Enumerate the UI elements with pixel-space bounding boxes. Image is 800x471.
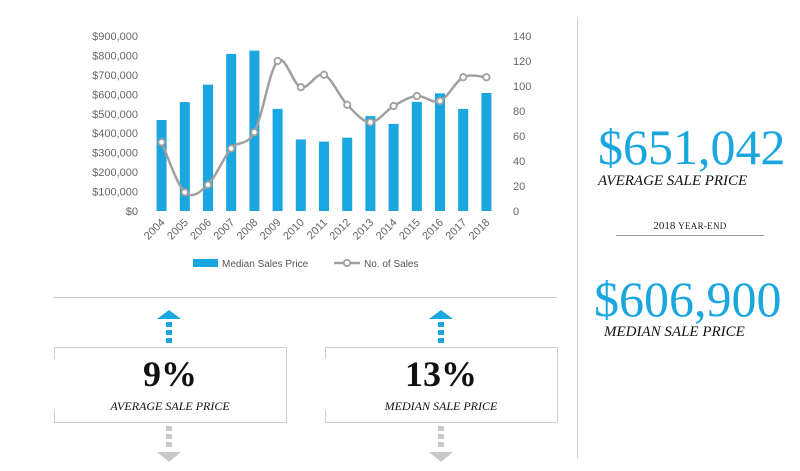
x-axis: 2004200520062007200820092010201120122013… <box>142 217 493 243</box>
x-tick-label: 2013 <box>351 217 377 243</box>
bar <box>203 84 213 211</box>
arrow-up-icon <box>429 310 453 343</box>
x-tick-label: 2007 <box>212 217 238 243</box>
y-left-tick-label: $900,000 <box>92 31 138 43</box>
line-point <box>482 73 491 82</box>
x-tick-label: 2009 <box>258 217 284 243</box>
bar <box>435 93 445 211</box>
line-point <box>435 96 445 106</box>
line-point <box>412 91 421 101</box>
y-left-tick-label: $700,000 <box>92 70 138 82</box>
line-point <box>296 83 305 92</box>
y-right-tick-label: 0 <box>513 206 519 218</box>
legend: Median Sales Price No. of Sales <box>193 258 418 270</box>
sales-chart: $0 $100,000 $200,000 $300,000 $400,000 $500,0… <box>92 31 531 270</box>
x-tick-label: 2012 <box>328 217 354 243</box>
y-left-tick-label: $500,000 <box>92 109 138 121</box>
y-left-tick-label: $200,000 <box>92 167 138 179</box>
x-tick-label: 2018 <box>467 217 493 243</box>
bar <box>481 92 492 211</box>
median-change-card: 13% MEDIAN SALE PRICE <box>325 347 558 423</box>
line-point <box>366 118 375 127</box>
bar <box>295 139 306 211</box>
x-tick-label: 2008 <box>235 217 261 243</box>
average-change-card: 9% AVERAGE SALE PRICE <box>54 347 287 423</box>
line-point <box>389 101 398 111</box>
line-point <box>157 138 166 147</box>
bar <box>388 123 399 211</box>
y-right-tick-label: 80 <box>513 106 525 118</box>
bar <box>342 137 353 211</box>
average-change-label: AVERAGE SALE PRICE <box>110 399 230 413</box>
x-tick-label: 2014 <box>374 217 400 243</box>
bar <box>319 141 329 211</box>
bar <box>411 101 422 211</box>
line-point <box>250 128 259 137</box>
median-change-label: MEDIAN SALE PRICE <box>384 399 498 413</box>
median-sale-price-label: MEDIAN SALE PRICE <box>604 324 745 340</box>
median-change-value: 13% <box>405 354 477 394</box>
section-divider <box>54 297 557 298</box>
x-tick-label: 2017 <box>444 217 470 243</box>
line-point <box>273 56 282 66</box>
y-right-tick-label: 60 <box>513 131 525 143</box>
x-tick-label: 2005 <box>165 217 191 243</box>
line-point <box>459 73 468 82</box>
bar <box>272 108 283 211</box>
average-sale-price-label: AVERAGE SALE PRICE <box>598 173 748 189</box>
y-left-tick-label: $800,000 <box>92 50 138 62</box>
x-tick-label: 2006 <box>188 217 214 243</box>
bar <box>156 120 167 211</box>
line-point <box>203 180 213 189</box>
arrow-down-icon <box>157 426 181 462</box>
arrow-up-icon <box>157 310 181 343</box>
average-change-value: 9% <box>143 354 197 394</box>
y-left-tick-label: $100,000 <box>92 187 138 199</box>
right-axis: 0 20 40 60 80 100 120 140 <box>513 31 531 218</box>
bar <box>458 108 469 211</box>
left-axis: $0 $100,000 $200,000 $300,000 $400,000 $500,0… <box>92 31 138 218</box>
year-end-caption: 2018 YEAR-END <box>616 220 764 236</box>
line-point <box>343 100 352 109</box>
bar-series <box>156 50 492 212</box>
average-sale-price-value: $651,042 <box>598 119 786 175</box>
legend-label: Median Sales Price <box>222 259 309 270</box>
y-right-tick-label: 120 <box>513 56 531 68</box>
year-end-suffix: YEAR-END <box>678 221 727 231</box>
y-left-tick-label: $0 <box>126 206 138 218</box>
x-tick-label: 2010 <box>281 217 307 243</box>
line-point <box>227 144 236 153</box>
legend-line-marker <box>342 258 352 268</box>
line-point <box>319 70 329 79</box>
x-tick-label: 2011 <box>305 217 330 242</box>
arrow-down-icon <box>429 426 453 462</box>
legend-bar-swatch <box>193 259 218 267</box>
y-right-tick-label: 40 <box>513 156 525 168</box>
x-tick-label: 2016 <box>420 217 446 243</box>
year-end-year: 2018 <box>653 220 676 232</box>
line-point <box>180 188 189 197</box>
y-right-tick-label: 100 <box>513 81 531 93</box>
y-left-tick-label: $600,000 <box>92 89 138 101</box>
column-divider <box>577 18 578 458</box>
y-left-tick-label: $400,000 <box>92 128 138 140</box>
x-tick-label: 2015 <box>397 217 423 243</box>
x-tick-label: 2004 <box>142 217 168 243</box>
median-sale-price-value: $606,900 <box>594 271 782 327</box>
y-right-tick-label: 140 <box>513 31 531 43</box>
line-points <box>157 56 491 197</box>
y-left-tick-label: $300,000 <box>92 148 138 160</box>
y-right-tick-label: 20 <box>513 181 525 193</box>
bar <box>226 53 237 212</box>
bar <box>365 116 376 211</box>
legend-label: No. of Sales <box>364 259 418 270</box>
bar <box>179 102 190 211</box>
